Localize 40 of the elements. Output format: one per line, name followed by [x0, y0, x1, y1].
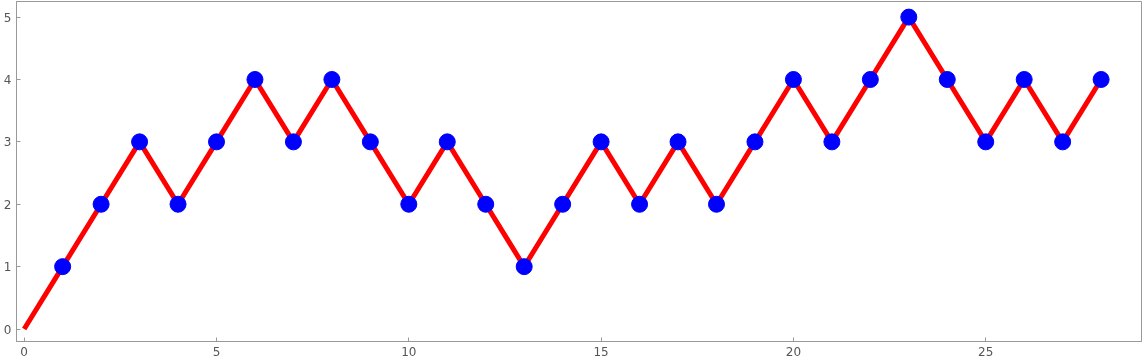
point [669, 133, 687, 151]
point [246, 71, 264, 88]
point [1054, 133, 1072, 151]
x-tick-label: 15 [593, 344, 609, 359]
point [361, 133, 379, 151]
point [708, 195, 725, 213]
x-tick-label: 10 [401, 344, 417, 359]
point [1015, 71, 1033, 88]
point [746, 133, 764, 151]
point [1092, 71, 1110, 88]
point [208, 133, 225, 151]
y-tick-label: 0 [3, 322, 12, 337]
x-tick-label: 0 [20, 344, 29, 359]
y-tick-label: 1 [3, 260, 12, 275]
point [592, 133, 610, 151]
point [861, 71, 879, 88]
point [784, 71, 802, 88]
point [631, 195, 649, 213]
y-tick-label: 2 [3, 197, 12, 212]
y-tick-label: 3 [3, 135, 12, 150]
y-tick-label: 4 [3, 72, 12, 87]
point [477, 195, 495, 213]
point [284, 133, 302, 151]
point [323, 71, 341, 88]
point [515, 258, 533, 276]
point [554, 195, 572, 213]
point [823, 133, 841, 151]
point [900, 8, 918, 26]
point [938, 71, 956, 88]
x-tick-label: 5 [212, 344, 221, 359]
point [92, 195, 110, 213]
x-tick-label: 20 [785, 344, 802, 359]
point [131, 133, 149, 151]
point [400, 195, 418, 213]
point [169, 195, 187, 213]
y-tick-label: 5 [3, 10, 12, 25]
point [977, 133, 995, 151]
point [438, 133, 456, 151]
point [54, 258, 72, 276]
x-tick-label: 25 [978, 344, 994, 359]
